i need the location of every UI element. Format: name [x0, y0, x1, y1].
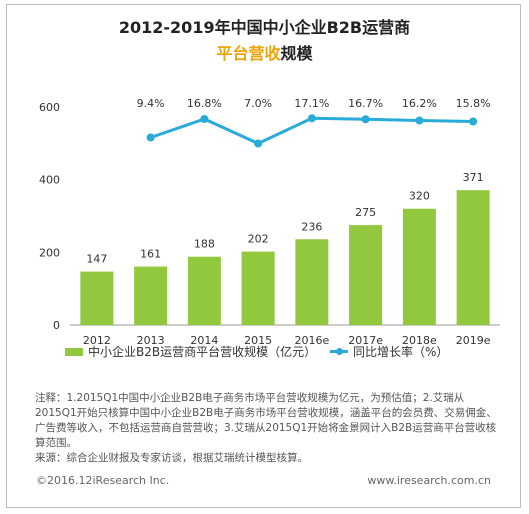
x-tick-label: 2016e	[294, 334, 329, 347]
notes-block: 注释：1.2015Q1中国中小企业B2B电子商务市场平台营收规模为亿元，为预估值…	[35, 391, 505, 466]
subtitle-highlight: 平台营收	[216, 44, 281, 63]
bar-value-label: 202	[248, 233, 269, 246]
chart-title: 2012-2019年中国中小企业B2B运营商	[118, 18, 411, 37]
bar	[456, 190, 490, 325]
legend-item-bar: 中小企业B2B运营商平台营收规模（亿元）	[65, 343, 316, 360]
bar-value-label: 320	[409, 190, 430, 203]
bar-value-label: 236	[301, 220, 322, 233]
x-tick-label: 2019e	[456, 334, 491, 347]
chart-subtitle: 平台营收规模	[0, 40, 529, 64]
growth-label: 9.4%	[137, 97, 165, 110]
bar	[295, 239, 329, 325]
growth-label: 15.8%	[456, 97, 491, 110]
bar	[80, 271, 114, 325]
legend-swatch-bar	[65, 347, 83, 356]
growth-point	[146, 133, 155, 142]
legend-item-line: 同比增长率（%）	[330, 343, 448, 360]
notes-text: 注释：1.2015Q1中国中小企业B2B电子商务市场平台营收规模为亿元，为预估值…	[35, 392, 497, 449]
bar	[187, 256, 221, 325]
x-tick-label: 2018e	[402, 334, 437, 347]
x-tick-label: 2017e	[348, 334, 383, 347]
growth-point	[200, 115, 209, 123]
y-tick-label: 200	[39, 246, 60, 259]
bar	[134, 266, 168, 325]
source-text: 来源：综合企业财报及专家访谈，根据艾瑞统计模型核算。	[35, 452, 308, 464]
growth-point	[307, 114, 316, 123]
growth-label: 16.7%	[348, 97, 383, 110]
legend-swatch-line	[330, 348, 348, 355]
copyright: ©2016.12iResearch Inc.	[36, 474, 170, 487]
x-tick-label: 2013	[137, 334, 165, 347]
y-tick-label: 600	[39, 101, 60, 114]
bar-value-label: 147	[86, 253, 107, 266]
growth-point	[469, 117, 478, 126]
x-tick-label: 2015	[244, 334, 272, 347]
x-tick-label: 2014	[190, 334, 218, 347]
bar-value-label: 188	[194, 238, 215, 251]
growth-point	[361, 115, 370, 124]
bar	[402, 208, 436, 325]
growth-point	[415, 116, 424, 125]
growth-label: 16.2%	[402, 97, 437, 110]
y-tick-label: 400	[39, 174, 60, 187]
legend-label-bar: 中小企业B2B运营商平台营收规模（亿元）	[88, 345, 317, 359]
bar-value-label: 275	[355, 206, 376, 219]
growth-label: 17.1%	[294, 97, 329, 110]
growth-point	[254, 139, 263, 148]
bar	[241, 251, 275, 325]
x-tick-label: 2012	[83, 334, 111, 347]
bar-value-label: 371	[463, 171, 484, 184]
website: www.iresearch.com.cn	[367, 474, 491, 487]
bar-value-label: 161	[140, 248, 161, 261]
growth-label: 16.8%	[187, 97, 222, 110]
y-tick-label: 0	[53, 319, 60, 332]
bar	[349, 225, 383, 325]
subtitle-rest: 规模	[280, 44, 313, 63]
growth-label: 7.0%	[244, 97, 272, 110]
legend-label-line: 同比增长率（%）	[353, 345, 449, 359]
